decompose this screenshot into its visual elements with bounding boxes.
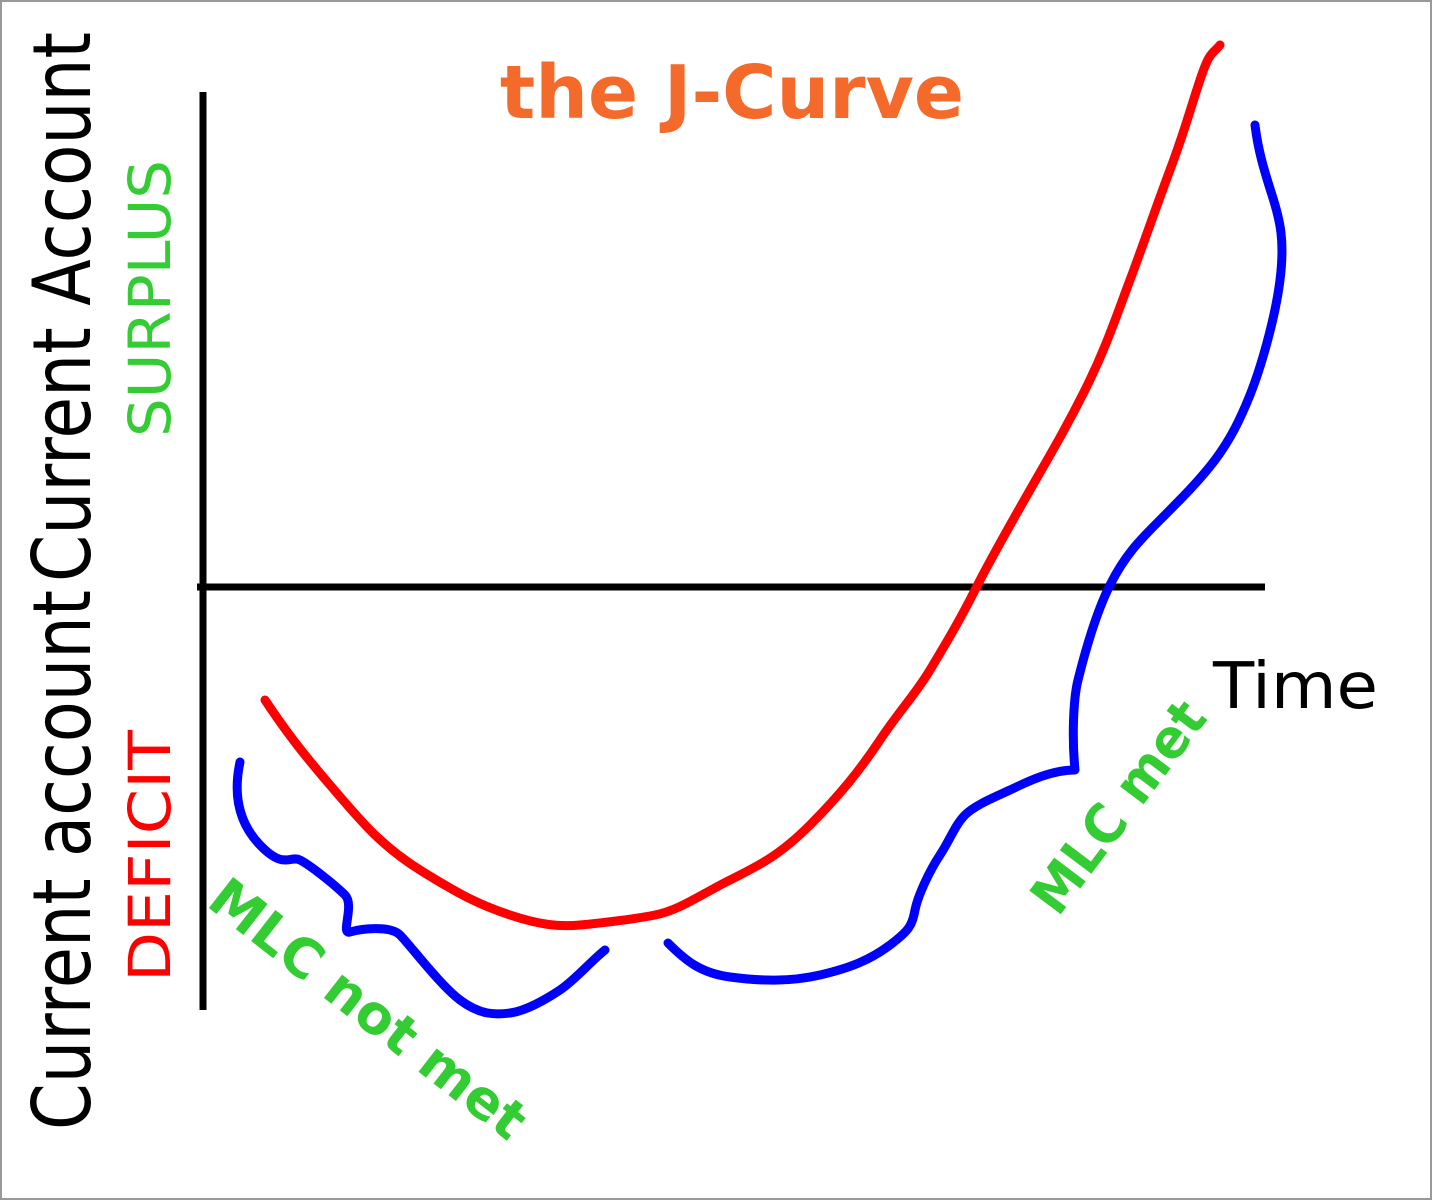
title: the J-Curve <box>500 50 964 136</box>
y-label-lower: Current account <box>16 590 109 1130</box>
surplus-label: SURPLUS <box>116 160 184 437</box>
deficit-label: DEFICIT <box>116 729 184 982</box>
blue-curve-right <box>663 120 1287 985</box>
x-label: Time <box>1212 650 1378 724</box>
j-curve <box>260 40 1225 931</box>
blue-curve-left <box>232 757 610 1019</box>
y-label-upper: Current Account <box>16 32 109 582</box>
